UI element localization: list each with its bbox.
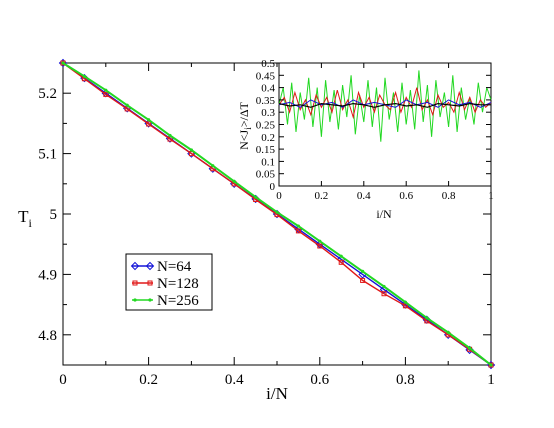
- data-point: [402, 303, 408, 309]
- data-point: [403, 300, 407, 304]
- main-y-tick-label: 5: [50, 207, 58, 223]
- main-y-axis-title-main: T: [18, 207, 29, 226]
- legend-label: N=64: [157, 259, 192, 275]
- inset-x-tick-label: 0.6: [399, 190, 413, 202]
- inset-x-tick-label: 0.8: [442, 190, 456, 202]
- inset-x-tick-label: 0.4: [357, 190, 371, 202]
- data-point: [296, 224, 300, 228]
- inset-y-tick-label: 0.4: [261, 83, 275, 95]
- data-point: [125, 103, 129, 107]
- data-point: [61, 61, 65, 65]
- main-x-axis-title: i/N: [266, 384, 288, 403]
- inset-y-tick-label: 0.05: [256, 169, 276, 181]
- inset-series-line: [278, 102, 491, 108]
- data-point: [189, 148, 193, 152]
- inset-series: [278, 70, 492, 142]
- data-point: [339, 254, 343, 258]
- data-point: [188, 151, 194, 157]
- legend-swatch-marker: [132, 280, 138, 286]
- main-y-axis-title-sub: i: [29, 216, 33, 230]
- inset-x-tick-label: 1: [488, 190, 494, 202]
- inset-y-axis-title: N<Ji>/ΔT: [237, 101, 253, 149]
- data-point: [254, 195, 258, 199]
- inset-y-tick-label: 0.2: [261, 132, 275, 144]
- legend-swatch-marker: [133, 298, 137, 302]
- data-point: [446, 330, 450, 334]
- inset-y-tick-label: 0.35: [256, 95, 276, 107]
- legend-swatch-marker: [147, 280, 153, 286]
- data-point: [468, 346, 472, 350]
- legend-swatch-marker: [130, 261, 140, 271]
- main-y-tick-label: 4.9: [38, 267, 57, 283]
- legend-item: N=128: [132, 276, 199, 292]
- main-x-tick-label: 0.6: [310, 372, 329, 388]
- inset-x-tick-label: 0: [276, 190, 282, 202]
- main-x-tick-label: 1: [487, 372, 495, 388]
- inset-y-tick-label: 0.45: [256, 70, 276, 82]
- data-point: [318, 239, 322, 243]
- data-point: [382, 284, 386, 289]
- inset-plot: 0 0.2 0.4 0.6 0.8 100.050.10.150.20.250.30.35…: [237, 58, 494, 221]
- inset-ticks: 0 0.2 0.4 0.6 0.8 100.050.10.150.20.250.30.35…: [256, 58, 494, 202]
- main-y-tick-label: 4.8: [38, 328, 57, 344]
- main-x-tick-label: 0.8: [396, 372, 415, 388]
- data-point: [211, 164, 215, 168]
- data-point: [147, 118, 151, 122]
- legend-item: N=256: [132, 293, 199, 309]
- legend-item: N=64: [130, 259, 192, 275]
- main-ticks: 0 0.2 0.4 0.6 0.8 1 4.8 4.9 5 5.1 5.2: [38, 62, 495, 388]
- data-point: [360, 277, 366, 283]
- inset-y-tick-label: 0.3: [261, 107, 275, 119]
- data-point: [295, 228, 301, 234]
- inset-x-axis-title: i/N: [376, 207, 392, 221]
- main-x-tick-label: 0: [59, 372, 67, 388]
- inset-y-tick-label: 0.15: [256, 144, 276, 156]
- main-x-tick-label: 0.4: [225, 372, 244, 388]
- data-point: [82, 74, 86, 78]
- series-line: [62, 62, 492, 366]
- inset-y-axis-title-part1: N<J: [237, 129, 251, 149]
- inset-y-tick-label: 0.25: [256, 120, 276, 132]
- data-point: [317, 243, 323, 249]
- inset-y-tick-label: 0.5: [261, 58, 275, 70]
- series-n-128: [60, 60, 494, 368]
- data-point: [146, 121, 152, 127]
- main-y-tick-label: 5.1: [38, 147, 57, 163]
- data-point: [103, 91, 109, 97]
- data-point: [168, 133, 172, 138]
- data-point: [489, 363, 493, 367]
- main-plot: 0 0.2 0.4 0.6 0.8 1 4.8 4.9 5 5.1 5.2 i/N Ti: [18, 58, 496, 403]
- data-point: [361, 269, 365, 273]
- inset-y-tick-label: 0.1: [261, 156, 275, 168]
- data-point: [60, 60, 66, 66]
- data-point: [488, 362, 494, 368]
- inset-y-axis-title-part2: >/ΔT: [237, 101, 251, 127]
- data-point: [381, 291, 387, 297]
- inset-y-axis-title-sub: i: [243, 127, 253, 130]
- data-point: [338, 259, 344, 265]
- legend-label: N=256: [157, 293, 199, 309]
- legend-label: N=128: [157, 276, 199, 292]
- main-y-tick-label: 5.2: [38, 86, 57, 102]
- main-y-axis-title: Ti: [18, 207, 32, 230]
- data-point: [425, 316, 429, 320]
- series-n-256: [61, 61, 493, 367]
- inset-x-tick-label: 0.2: [315, 190, 329, 202]
- data-point: [124, 106, 130, 112]
- data-point: [104, 88, 108, 92]
- legend-swatch-marker: [145, 261, 155, 271]
- legend-swatch-marker: [148, 298, 152, 302]
- data-point: [275, 210, 279, 214]
- inset-series-line: [278, 70, 492, 142]
- main-series: [58, 58, 496, 370]
- data-point: [167, 136, 173, 142]
- main-x-tick-label: 0.2: [139, 372, 158, 388]
- data-point: [232, 179, 236, 183]
- inset-y-tick-label: 0: [270, 181, 276, 193]
